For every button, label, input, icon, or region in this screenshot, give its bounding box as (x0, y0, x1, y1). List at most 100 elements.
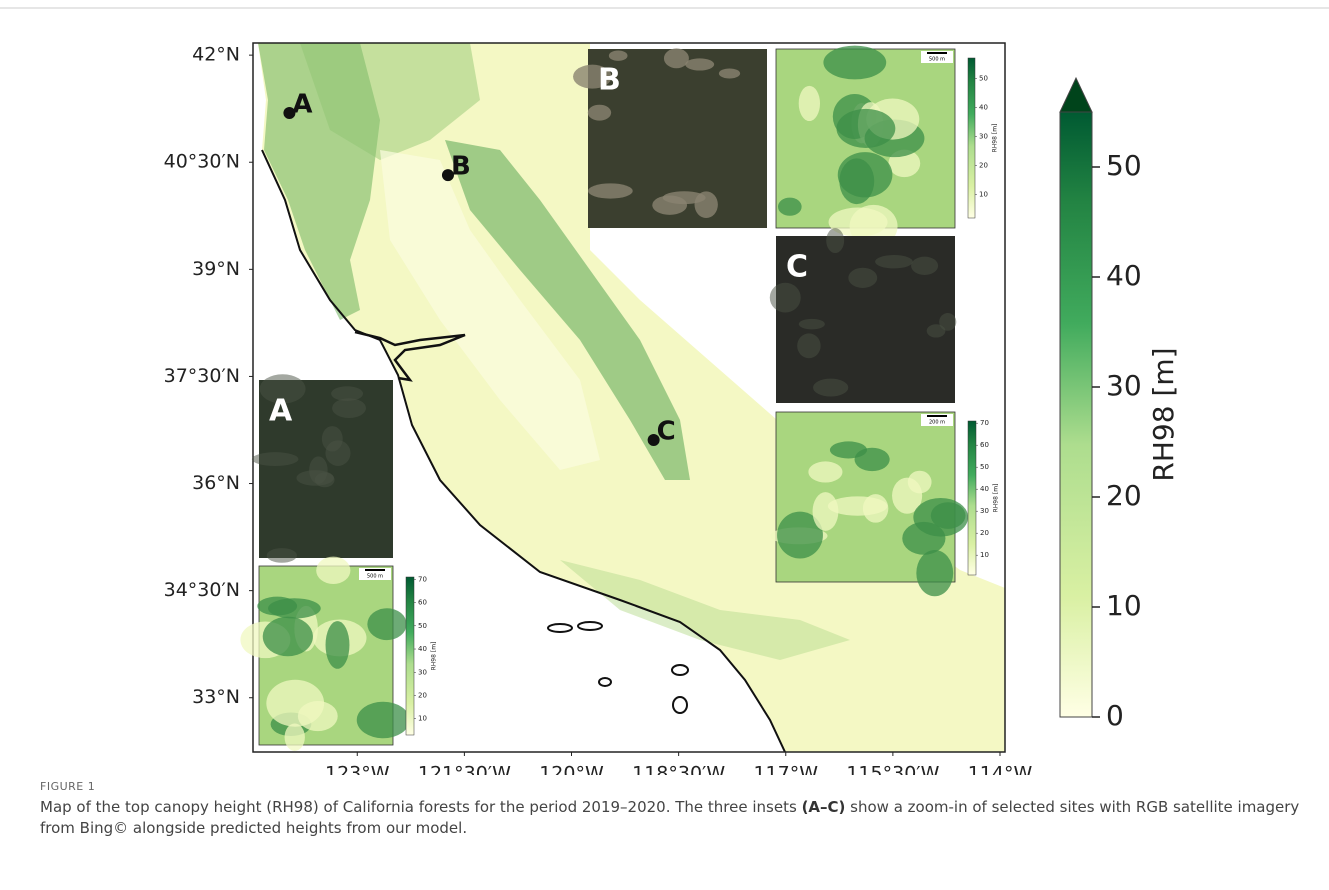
page: { "figure": { "map": { "xlim": [-124.46,… (0, 0, 1329, 890)
height-patch (285, 723, 305, 751)
inset-colorbar-tick-label: 50 (979, 74, 988, 82)
rgb-patch (685, 58, 714, 70)
inset-colorbar-tick-label: 40 (979, 103, 988, 111)
inset-colorbar-tick-label: 20 (418, 692, 427, 700)
inset-colorbar-tick-label: 10 (980, 551, 989, 559)
rgb-patch (296, 470, 333, 486)
rgb-patch (875, 255, 913, 268)
colorbar-tick-label: 20 (1106, 479, 1142, 512)
figure-number: FIGURE 1 (40, 780, 1300, 793)
rgb-patch (770, 283, 801, 313)
inset-colorbar-label: RH98 [m] (993, 484, 1000, 513)
inset-colorbar (968, 58, 975, 218)
colorbar-tick-label: 40 (1106, 259, 1142, 292)
rgb-patch (826, 228, 844, 253)
rgb-patch (848, 268, 877, 288)
inset-colorbar-tick-label: 40 (980, 485, 989, 493)
rgb-patch (911, 257, 938, 275)
island (548, 624, 572, 632)
rgb-patch (252, 452, 299, 466)
lat-tick-label: 34°30′N (164, 579, 240, 601)
rgb-patch (664, 48, 689, 68)
lon-tick-label: 120°W (539, 763, 604, 776)
rgb-patch (797, 333, 820, 358)
inset-label: C (786, 250, 808, 285)
caption-text: Map of the top canopy height (RH98) of C… (40, 797, 1300, 839)
caption-part: Map of the top canopy height (RH98) of C… (40, 798, 802, 816)
height-patch (902, 522, 945, 555)
height-patch (316, 557, 350, 584)
lat-tick-label: 42°N (192, 44, 240, 66)
figure: 42°N40°30′N39°N37°30′N36°N34°30′N33°N123… (0, 0, 1329, 775)
inset-colorbar-tick-label: 70 (980, 419, 989, 427)
scale-bar-label: 200 m (929, 420, 945, 426)
rgb-patch (799, 319, 825, 329)
height-patch (357, 702, 410, 738)
rgb-patch (927, 324, 946, 337)
inset-colorbar-label: RH98 [m] (431, 642, 438, 671)
island (599, 678, 611, 686)
island (673, 697, 687, 713)
height-patch (836, 109, 895, 148)
inset-colorbar-tick-label: 20 (979, 162, 988, 170)
inset-colorbar-tick-label: 60 (980, 441, 989, 449)
lon-tick-label: 114°W (968, 763, 1033, 776)
inset-colorbar-tick-label: 50 (418, 622, 427, 630)
inset-colorbar-tick-label: 70 (418, 575, 427, 583)
height-patch (778, 198, 802, 216)
site-label: C (657, 416, 676, 446)
site-label: A (292, 89, 312, 119)
island (578, 622, 602, 630)
height-patch (838, 152, 893, 197)
inset-colorbar-tick-label: 60 (418, 599, 427, 607)
colorbar (1060, 112, 1092, 717)
height-patch (916, 550, 953, 596)
site-label: B (451, 152, 471, 182)
colorbar-tick-label: 0 (1106, 699, 1124, 732)
island (672, 665, 688, 675)
rgb-patch (332, 398, 366, 418)
lat-tick-label: 33°N (192, 686, 240, 708)
colorbar-tick-label: 50 (1106, 149, 1142, 182)
height-patch (799, 86, 820, 121)
inset-colorbar-tick-label: 10 (418, 715, 427, 723)
inset-colorbar-tick-label: 10 (979, 191, 988, 199)
rgb-patch (322, 426, 343, 451)
inset-colorbar-label: RH98 [m] (992, 124, 999, 153)
rgb-patch (609, 50, 628, 60)
height-patch (823, 46, 886, 80)
lat-tick-label: 40°30′N (164, 151, 240, 173)
height-patch (855, 448, 890, 471)
height-patch (268, 598, 321, 618)
height-patch (367, 608, 406, 640)
height-patch (908, 471, 932, 494)
rgb-patch (719, 68, 740, 78)
inset-colorbar-tick-label: 30 (979, 133, 988, 141)
scale-bar-label: 500 m (367, 574, 383, 580)
colorbar-extend (1060, 78, 1092, 112)
rgb-patch (267, 548, 297, 563)
colorbar-tick-label: 10 (1106, 589, 1142, 622)
lon-tick-label: 115°30′W (846, 763, 939, 776)
caption-bold: (A–C) (802, 798, 846, 816)
inset-colorbar (406, 577, 414, 735)
lon-tick-label: 121°30′W (418, 763, 511, 776)
lon-tick-label: 123°W (325, 763, 390, 776)
rgb-patch (813, 379, 848, 397)
colorbar-tick-label: 30 (1106, 369, 1142, 402)
rgb-patch (588, 105, 611, 121)
inset-colorbar-tick-label: 50 (980, 463, 989, 471)
inset-colorbar-tick-label: 30 (980, 507, 989, 515)
height-patch (263, 617, 313, 657)
inset-colorbar-tick-label: 20 (980, 529, 989, 537)
lon-tick-label: 118°30′W (632, 763, 725, 776)
scale-bar-label: 500 m (929, 57, 945, 63)
height-patch (266, 680, 324, 727)
lat-tick-label: 39°N (192, 258, 240, 280)
height-patch (813, 492, 839, 531)
inset-label: B (598, 63, 621, 98)
lat-tick-label: 36°N (192, 472, 240, 494)
lon-tick-label: 117°W (753, 763, 818, 776)
inset-colorbar (968, 421, 976, 575)
inset-colorbar-tick-label: 40 (418, 645, 427, 653)
